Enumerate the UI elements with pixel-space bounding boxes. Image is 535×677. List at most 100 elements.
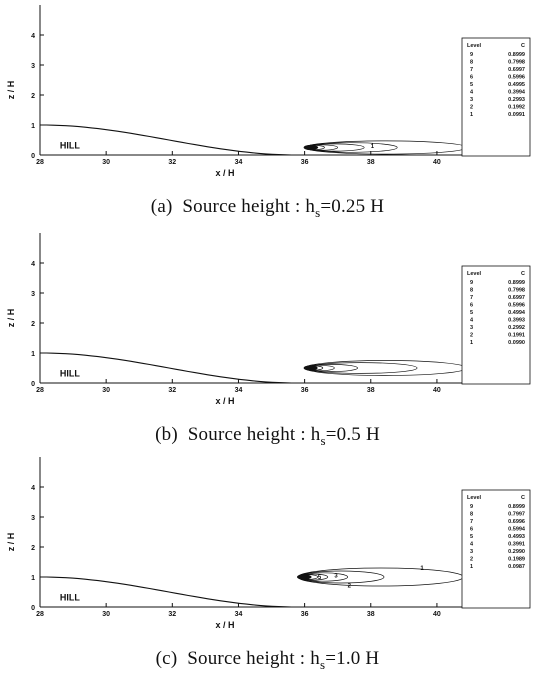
- legend-level: 5: [470, 310, 473, 316]
- legend: Level C 9 0.8999 8 0.7998 7 0.6997 6 0.5996 5 0.499…: [461, 265, 531, 385]
- legend-level: 5: [470, 82, 473, 88]
- legend-level: 6: [470, 303, 473, 309]
- hill-profile: [40, 576, 298, 608]
- caption-text: Source height : h: [182, 196, 316, 217]
- legend-value: 0.1991: [508, 333, 525, 339]
- legend-level: 8: [470, 512, 473, 518]
- legend-level: 2: [470, 105, 473, 111]
- x-tick-label: 32: [168, 611, 176, 618]
- x-tick-label: 34: [235, 387, 243, 394]
- y-tick-label: 1: [31, 351, 35, 358]
- legend-level: 8: [470, 60, 473, 66]
- contour-label: 3: [334, 574, 338, 580]
- legend-value: 0.0990: [508, 340, 525, 346]
- legend-level: 6: [470, 527, 473, 533]
- legend-value: 0.7997: [508, 512, 525, 518]
- caption-rest: =0.5 H: [325, 424, 380, 445]
- x-axis-label: x / H: [215, 396, 234, 406]
- contour-level-1: [297, 567, 464, 587]
- x-tick-label: 36: [301, 611, 309, 618]
- legend-value: 0.6996: [508, 519, 525, 525]
- x-tick-label: 30: [102, 159, 110, 166]
- caption-text: Source height : h: [187, 648, 320, 669]
- x-tick-label: 34: [235, 611, 243, 618]
- legend-level: 9: [470, 504, 473, 510]
- contour-label: 2: [348, 583, 352, 589]
- legend-level: 5: [470, 534, 473, 540]
- legend-level: 8: [470, 288, 473, 294]
- legend-value: 0.0991: [508, 112, 525, 118]
- source-marker: [303, 144, 318, 151]
- y-tick-label: 4: [31, 33, 35, 40]
- legend-level: 3: [470, 549, 473, 555]
- legend-level: 2: [470, 557, 473, 563]
- legend: Level C 9 0.8999 8 0.7997 7 0.6996 6 0.5994 5 0.499…: [461, 489, 531, 609]
- legend-value: 0.5996: [508, 75, 525, 81]
- y-tick-label: 4: [31, 261, 35, 268]
- caption-b: (b) Source height : hs=0.5 H: [0, 424, 535, 449]
- legend-level: 1: [470, 112, 473, 118]
- legend-level: 7: [470, 519, 473, 525]
- y-tick-label: 3: [31, 63, 35, 70]
- x-tick-label: 30: [102, 387, 110, 394]
- x-tick-label: 40: [433, 159, 441, 166]
- x-tick-label: 38: [367, 159, 375, 166]
- caption-a: (a) Source height : hs=0.25 H: [0, 196, 535, 221]
- contour-level-2: [304, 362, 418, 374]
- legend-value: 0.4995: [508, 82, 525, 88]
- legend-value: 0.1992: [508, 105, 525, 111]
- hill-label: HILL: [60, 140, 80, 150]
- legend-value: 0.1989: [508, 557, 525, 563]
- x-tick-label: 28: [36, 159, 44, 166]
- y-axis-label: z / H: [6, 533, 16, 552]
- hill-label: HILL: [60, 368, 80, 378]
- y-tick-label: 4: [31, 485, 35, 492]
- legend-level: 4: [470, 318, 474, 324]
- y-tick-label: 1: [31, 123, 35, 130]
- legend-level: 4: [470, 90, 474, 96]
- caption-c: (c) Source height : hs=1.0 H: [0, 648, 535, 673]
- legend-value: 0.2992: [508, 325, 525, 331]
- legend-level: 6: [470, 75, 473, 81]
- legend-box: [461, 265, 531, 385]
- y-tick-label: 1: [31, 575, 35, 582]
- legend-value: 0.5994: [508, 527, 526, 533]
- hill-profile: [40, 124, 298, 156]
- source-marker: [303, 365, 318, 371]
- legend-level: 1: [470, 564, 473, 570]
- legend-box: [461, 489, 531, 609]
- contour-label: 1: [420, 566, 424, 572]
- legend-level: 9: [470, 280, 473, 286]
- legend-header-level: Level: [467, 495, 482, 501]
- y-tick-label: 2: [31, 93, 35, 100]
- legend-value: 0.8999: [508, 280, 525, 286]
- x-tick-label: 28: [36, 387, 44, 394]
- legend-header-level: Level: [467, 271, 482, 277]
- legend-value: 0.6997: [508, 67, 525, 73]
- legend-value: 0.3991: [508, 542, 525, 548]
- x-tick-label: 32: [168, 387, 176, 394]
- legend-value: 0.8999: [508, 504, 525, 510]
- caption-rest: =1.0 H: [325, 648, 380, 669]
- caption-tag: (a): [150, 196, 173, 217]
- caption-tag: (b): [155, 424, 178, 445]
- y-tick-label: 3: [31, 515, 35, 522]
- caption-sub: s: [319, 656, 326, 672]
- x-tick-label: 38: [367, 387, 375, 394]
- y-tick-label: 2: [31, 321, 35, 328]
- source-marker: [297, 574, 311, 580]
- contour-level-1: [304, 360, 468, 376]
- y-tick-label: 3: [31, 291, 35, 298]
- caption-rest: =0.25 H: [320, 196, 385, 217]
- x-tick-label: 40: [433, 387, 441, 394]
- x-axis-label: x / H: [215, 168, 234, 178]
- legend-level: 7: [470, 67, 473, 73]
- legend-value: 0.3993: [508, 318, 525, 324]
- hill-profile: [40, 352, 298, 384]
- legend-value: 0.4993: [508, 534, 525, 540]
- y-axis-label: z / H: [6, 309, 16, 328]
